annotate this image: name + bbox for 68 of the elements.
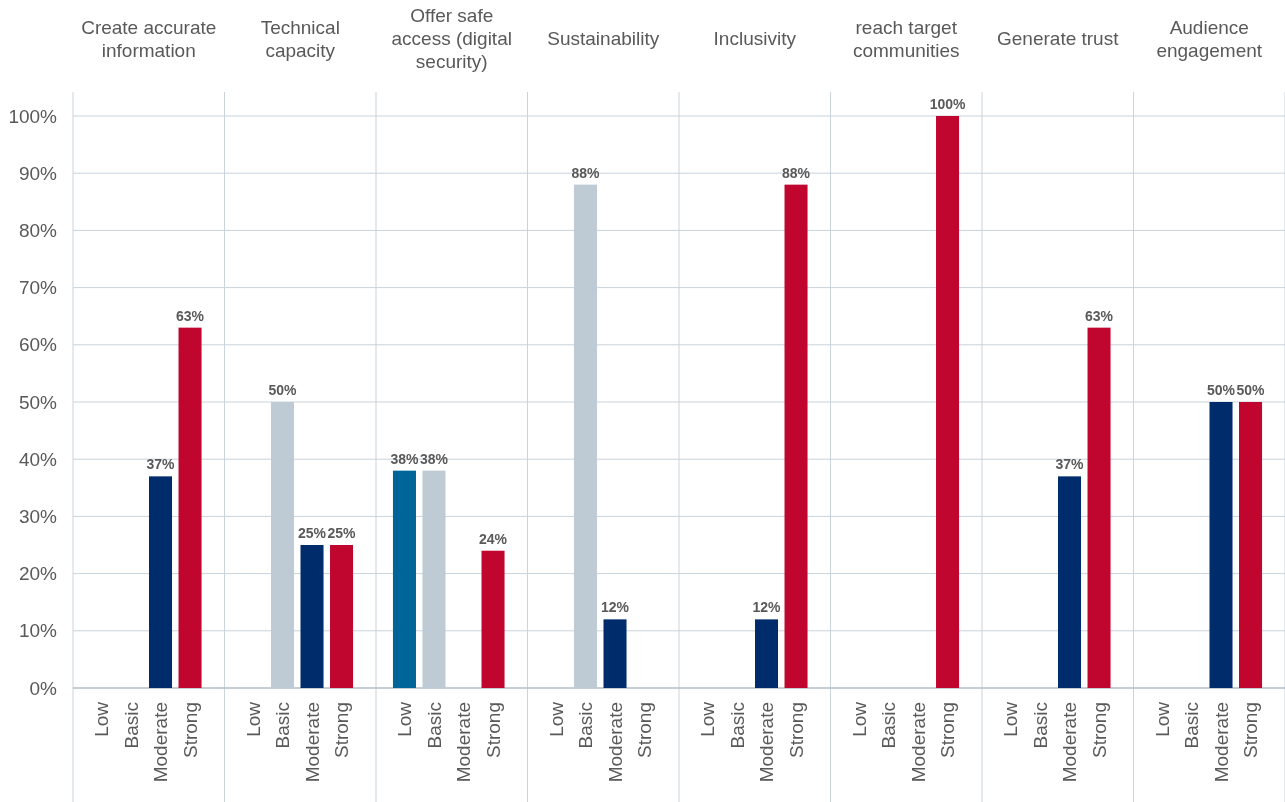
y-tick-label: 50% bbox=[18, 391, 58, 413]
x-tick-label: Strong bbox=[1088, 702, 1110, 758]
x-tick-label: Moderate bbox=[150, 702, 172, 783]
data-label: 88% bbox=[571, 164, 601, 181]
data-label: 50% bbox=[268, 382, 298, 398]
x-tick-label: Low bbox=[697, 701, 719, 737]
x-tick-label: Basic bbox=[726, 702, 748, 749]
x-tick-label: Strong bbox=[634, 702, 656, 758]
x-tick-label: Basic bbox=[272, 702, 294, 749]
data-label: 12% bbox=[752, 599, 782, 616]
data-label: 24% bbox=[479, 530, 508, 547]
x-tick-label: Strong bbox=[331, 702, 353, 758]
y-tick-label: 10% bbox=[18, 620, 58, 642]
x-tick-label: Moderate bbox=[604, 702, 626, 783]
y-tick-label: 70% bbox=[18, 277, 58, 299]
x-tick-label: Low bbox=[545, 701, 567, 737]
x-tick-label: Basic bbox=[575, 702, 597, 749]
y-tick-label: 100% bbox=[8, 105, 58, 127]
x-tick-label: Moderate bbox=[1059, 702, 1081, 783]
chart-title: Audience engagement bbox=[1156, 16, 1263, 61]
x-tick-label: Moderate bbox=[301, 702, 323, 783]
x-tick-label: Strong bbox=[785, 702, 807, 758]
data-label: 50% bbox=[1236, 382, 1266, 398]
data-label: 100% bbox=[929, 96, 966, 112]
x-tick-label: Low bbox=[394, 701, 416, 737]
x-tick-label: Moderate bbox=[756, 702, 778, 783]
y-tick-label: 90% bbox=[18, 162, 58, 184]
x-tick-label: Moderate bbox=[453, 702, 475, 783]
data-label: 37% bbox=[1055, 456, 1085, 473]
chart-title: Generate trust bbox=[997, 28, 1120, 49]
data-label: 12% bbox=[601, 599, 630, 616]
y-tick-label: 40% bbox=[18, 448, 58, 470]
chart-title: reach target communities bbox=[852, 16, 960, 61]
data-label: 25% bbox=[327, 525, 357, 541]
data-label: 25% bbox=[298, 525, 327, 541]
y-tick-label: 60% bbox=[18, 334, 58, 356]
data-label: 63% bbox=[1085, 307, 1114, 324]
x-tick-label: Basic bbox=[120, 702, 142, 749]
x-tick-label: Low bbox=[242, 701, 264, 737]
chart-title: Technical capacity bbox=[260, 16, 340, 61]
data-label: 38% bbox=[390, 450, 420, 467]
x-tick-label: Low bbox=[1151, 701, 1173, 737]
chart-title: Sustainability bbox=[547, 28, 660, 49]
x-tick-label: Basic bbox=[1029, 702, 1051, 749]
x-tick-label: Low bbox=[848, 701, 870, 737]
chart-title: Offer safe access (digital security) bbox=[391, 5, 512, 72]
data-label: 38% bbox=[419, 450, 449, 467]
data-label: 37% bbox=[146, 456, 176, 473]
data-label: 88% bbox=[782, 164, 811, 181]
x-tick-label: Moderate bbox=[907, 702, 929, 783]
x-tick-label: Basic bbox=[1181, 702, 1203, 749]
x-tick-label: Strong bbox=[179, 702, 201, 758]
x-tick-label: Strong bbox=[937, 702, 959, 758]
chart-title: Inclusivity bbox=[713, 28, 797, 49]
y-tick-label: 30% bbox=[18, 506, 58, 528]
x-tick-label: Strong bbox=[1240, 702, 1262, 758]
chart-title: Create accurate information bbox=[81, 16, 217, 61]
y-tick-label: 80% bbox=[18, 220, 58, 242]
y-tick-label: 20% bbox=[18, 563, 58, 585]
x-tick-label: Low bbox=[1000, 701, 1022, 737]
x-tick-label: Strong bbox=[482, 702, 504, 758]
x-tick-label: Basic bbox=[423, 702, 445, 749]
x-tick-label: Low bbox=[91, 701, 113, 737]
data-label: 50% bbox=[1207, 382, 1236, 398]
x-tick-label: Moderate bbox=[1210, 702, 1232, 783]
data-label: 63% bbox=[176, 307, 205, 324]
x-tick-label: Basic bbox=[878, 702, 900, 749]
y-tick-label: 0% bbox=[29, 677, 58, 699]
